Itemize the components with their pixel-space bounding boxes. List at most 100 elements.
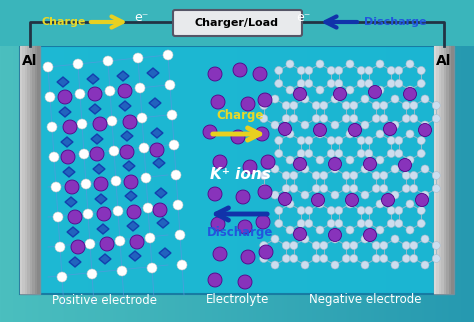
Bar bbox=[20, 46, 454, 294]
Text: Al: Al bbox=[436, 54, 452, 68]
Circle shape bbox=[312, 254, 320, 262]
Circle shape bbox=[432, 101, 440, 109]
Bar bbox=[0, 0, 474, 46]
Circle shape bbox=[432, 242, 440, 250]
Circle shape bbox=[255, 127, 269, 141]
Polygon shape bbox=[67, 227, 79, 237]
Circle shape bbox=[402, 254, 410, 262]
Circle shape bbox=[391, 165, 399, 173]
Circle shape bbox=[395, 206, 403, 214]
Polygon shape bbox=[97, 224, 109, 234]
Circle shape bbox=[236, 190, 250, 204]
Circle shape bbox=[380, 101, 388, 109]
Circle shape bbox=[290, 185, 298, 193]
Circle shape bbox=[380, 115, 388, 122]
Polygon shape bbox=[95, 194, 107, 204]
Bar bbox=[444, 46, 447, 294]
Polygon shape bbox=[147, 68, 159, 78]
Circle shape bbox=[361, 191, 369, 199]
Circle shape bbox=[297, 67, 305, 74]
Circle shape bbox=[305, 220, 313, 228]
Circle shape bbox=[81, 179, 91, 189]
Circle shape bbox=[305, 67, 313, 74]
Circle shape bbox=[406, 86, 414, 94]
Circle shape bbox=[357, 149, 365, 157]
Circle shape bbox=[213, 155, 227, 169]
Circle shape bbox=[417, 67, 425, 74]
Circle shape bbox=[376, 226, 384, 234]
Circle shape bbox=[365, 206, 373, 214]
Circle shape bbox=[111, 176, 121, 186]
Circle shape bbox=[243, 160, 257, 174]
Polygon shape bbox=[129, 251, 141, 261]
Circle shape bbox=[335, 206, 343, 214]
Circle shape bbox=[327, 137, 335, 145]
Circle shape bbox=[83, 209, 93, 219]
Circle shape bbox=[73, 59, 83, 69]
Circle shape bbox=[305, 137, 313, 145]
Circle shape bbox=[241, 97, 255, 111]
Circle shape bbox=[271, 121, 279, 129]
Circle shape bbox=[271, 191, 279, 199]
Circle shape bbox=[327, 206, 335, 214]
Polygon shape bbox=[155, 188, 167, 198]
Circle shape bbox=[275, 67, 283, 74]
Circle shape bbox=[233, 63, 247, 77]
Circle shape bbox=[327, 220, 335, 228]
Polygon shape bbox=[89, 104, 101, 114]
Polygon shape bbox=[123, 161, 135, 171]
Circle shape bbox=[320, 254, 328, 262]
Circle shape bbox=[211, 95, 225, 109]
Circle shape bbox=[286, 200, 294, 208]
Polygon shape bbox=[127, 221, 139, 231]
Circle shape bbox=[421, 235, 429, 243]
Circle shape bbox=[290, 101, 298, 109]
Circle shape bbox=[238, 275, 252, 289]
Circle shape bbox=[175, 230, 185, 240]
Circle shape bbox=[346, 60, 354, 68]
Circle shape bbox=[316, 60, 324, 68]
Circle shape bbox=[391, 261, 399, 269]
Polygon shape bbox=[121, 131, 133, 141]
Circle shape bbox=[387, 67, 395, 74]
Bar bbox=[437, 46, 439, 294]
Bar bbox=[20, 46, 40, 294]
Circle shape bbox=[286, 86, 294, 94]
Polygon shape bbox=[149, 98, 161, 108]
Circle shape bbox=[346, 130, 354, 138]
Text: Charge: Charge bbox=[216, 109, 264, 122]
Circle shape bbox=[357, 220, 365, 228]
Circle shape bbox=[364, 229, 376, 242]
Circle shape bbox=[150, 143, 164, 157]
Circle shape bbox=[57, 272, 67, 282]
Circle shape bbox=[387, 149, 395, 157]
Circle shape bbox=[271, 165, 279, 173]
Circle shape bbox=[141, 173, 151, 183]
Bar bbox=[33, 46, 35, 294]
Circle shape bbox=[372, 185, 380, 193]
Circle shape bbox=[406, 200, 414, 208]
Circle shape bbox=[49, 152, 59, 162]
Bar bbox=[447, 46, 449, 294]
Bar bbox=[37, 46, 40, 294]
Circle shape bbox=[316, 156, 324, 164]
Circle shape bbox=[421, 95, 429, 103]
Circle shape bbox=[331, 235, 339, 243]
Circle shape bbox=[346, 226, 354, 234]
Circle shape bbox=[241, 250, 255, 264]
Circle shape bbox=[391, 235, 399, 243]
Text: e⁻: e⁻ bbox=[134, 11, 148, 24]
Circle shape bbox=[256, 215, 270, 229]
Circle shape bbox=[282, 254, 290, 262]
Circle shape bbox=[410, 115, 418, 122]
Circle shape bbox=[395, 80, 403, 88]
Circle shape bbox=[361, 235, 369, 243]
Circle shape bbox=[258, 93, 272, 107]
Polygon shape bbox=[153, 158, 165, 168]
Circle shape bbox=[335, 80, 343, 88]
Circle shape bbox=[75, 89, 85, 99]
Circle shape bbox=[350, 101, 358, 109]
Circle shape bbox=[376, 60, 384, 68]
Circle shape bbox=[169, 140, 179, 150]
Circle shape bbox=[275, 220, 283, 228]
